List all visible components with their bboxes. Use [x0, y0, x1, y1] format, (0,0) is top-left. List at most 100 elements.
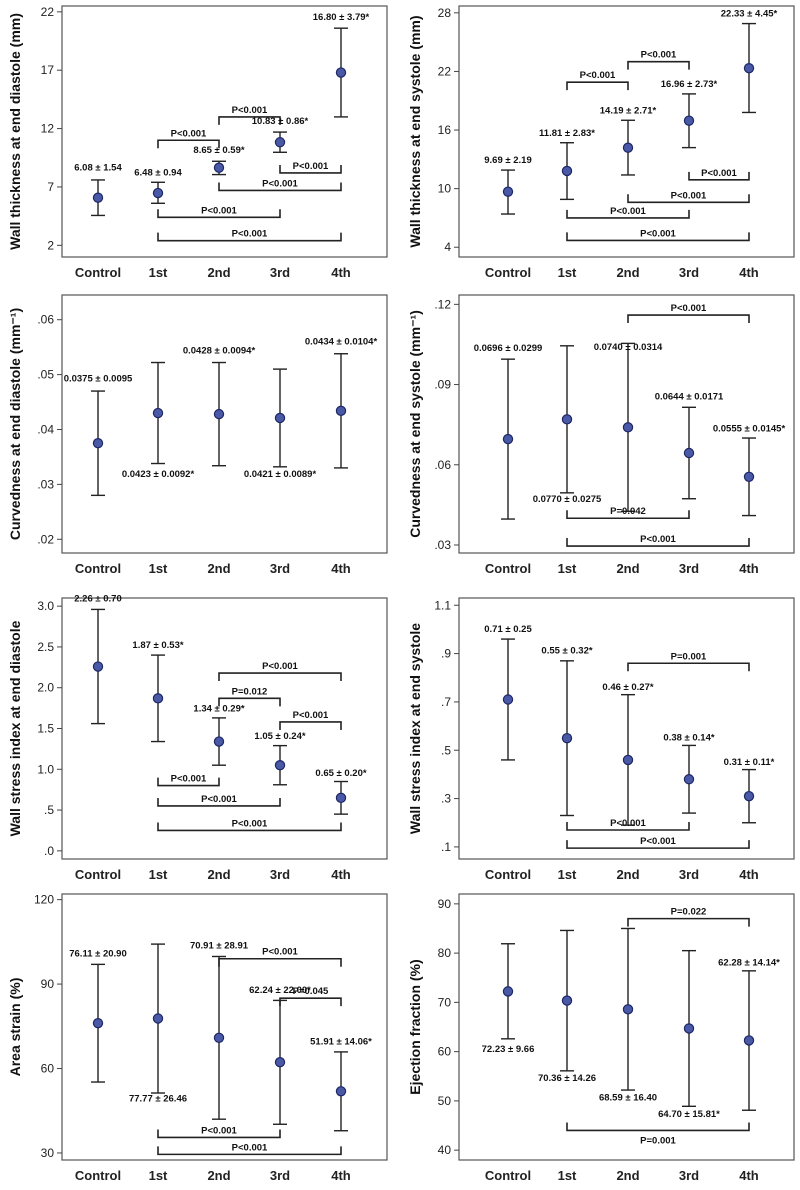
x-tick-label: Control [75, 561, 121, 576]
plot-area [61, 893, 388, 1161]
mean-sd-label: 0.0696 ± 0.0299 [474, 343, 543, 354]
mean-marker [152, 407, 164, 419]
x-tick-label: 1st [149, 265, 168, 280]
mean-marker [92, 661, 104, 672]
significance-bracket [157, 1146, 342, 1156]
significance-bracket [688, 171, 750, 181]
y-tick-label: 4 [444, 240, 451, 254]
p-value-label: P<0.001 [640, 836, 676, 847]
mean-sd-label: 64.70 ± 15.81* [658, 1109, 720, 1120]
significance-bracket [218, 116, 281, 125]
y-tick-label: .06 [37, 313, 54, 327]
mean-sd-label: 76.11 ± 20.90 [69, 948, 127, 959]
mean-marker [622, 142, 634, 153]
y-tick-label: 70 [438, 995, 452, 1009]
x-tick-label: 1st [558, 867, 577, 882]
x-tick-label: 2nd [616, 1168, 639, 1183]
plot-area [61, 597, 388, 860]
mean-sd-label: 0.0740 ± 0.0314 [594, 342, 663, 353]
mean-marker [743, 790, 755, 802]
mean-marker [213, 1032, 225, 1044]
significance-bracket [279, 721, 342, 730]
mean-sd-label: 0.0423 ± 0.0092* [122, 469, 195, 480]
significance-bracket [627, 194, 750, 204]
mean-sd-label: 0.46 ± 0.27* [602, 682, 653, 693]
plot-area [61, 5, 388, 258]
significance-bracket [566, 232, 750, 242]
p-value-label: P<0.001 [232, 818, 268, 829]
mean-sd-label: 9.69 ± 2.19 [484, 155, 531, 166]
x-tick-label: 1st [149, 561, 168, 576]
chart-panel-3: .02 .03 .04 .05 .06 Control 1st 2nd 3rd 4th Curved… [7, 294, 388, 576]
y-tick-label: .3 [441, 792, 451, 806]
mean-sd-label: 22.33 ± 4.45* [721, 9, 778, 20]
y-tick-label: 2.0 [37, 681, 54, 695]
significance-bracket [279, 164, 342, 174]
mean-marker [213, 408, 225, 420]
p-value-label: P<0.001 [232, 229, 268, 240]
mean-marker [743, 1035, 755, 1046]
significance-bracket [627, 662, 750, 672]
y-tick-label: 22 [41, 5, 55, 19]
p-value-label: P=0.042 [610, 506, 646, 517]
y-tick-label: .5 [441, 743, 451, 757]
significance-bracket [566, 840, 750, 849]
mean-sd-label: 70.36 ± 14.26 [538, 1073, 596, 1084]
mean-sd-label: 0.65 ± 0.20* [315, 768, 366, 779]
significance-bracket [218, 182, 342, 192]
mean-marker [213, 736, 225, 747]
x-tick-label: Control [485, 1168, 531, 1183]
mean-marker [274, 760, 286, 771]
mean-marker [502, 186, 514, 197]
mean-sd-label: 0.0434 ± 0.0104* [305, 336, 378, 347]
y-axis-title: Wall thickness at end systole (mm) [407, 15, 423, 247]
mean-marker [622, 754, 634, 766]
x-tick-label: 4th [331, 265, 351, 280]
y-tick-label: 1.1 [434, 598, 451, 612]
y-tick-label: .1 [441, 840, 451, 854]
mean-sd-label: 72.23 ± 9.66 [482, 1044, 535, 1055]
significance-bracket [218, 672, 342, 682]
mean-marker [743, 471, 755, 483]
x-tick-label: 4th [739, 265, 759, 280]
y-tick-label: .5 [44, 803, 54, 817]
mean-marker [743, 63, 755, 74]
mean-marker [561, 732, 573, 744]
plot-area [458, 5, 795, 258]
x-tick-label: 4th [331, 561, 351, 576]
x-tick-label: Control [485, 561, 531, 576]
mean-sd-label: 1.34 ± 0.29* [193, 703, 244, 714]
x-tick-label: 2nd [207, 561, 230, 576]
chart-panel-7: 30 60 90 120 Control 1st 2nd 3rd 4th Area strain … [7, 893, 388, 1183]
x-tick-label: 3rd [679, 1168, 699, 1183]
mean-sd-label: 0.55 ± 0.32* [541, 646, 592, 657]
mean-marker [561, 414, 573, 425]
x-tick-label: 2nd [616, 561, 639, 576]
y-axis-title: Wall stress index at end diastole [7, 620, 23, 836]
p-value-label: P=0.012 [232, 686, 268, 697]
x-tick-label: 4th [739, 867, 759, 882]
mean-sd-label: 77.77 ± 26.46 [129, 1093, 187, 1104]
p-value-label: P=0.001 [640, 1135, 676, 1146]
mean-sd-label: 70.91 ± 28.91 [190, 941, 249, 952]
mean-sd-label: 0.38 ± 0.14* [663, 733, 714, 744]
y-tick-label: .06 [434, 458, 451, 472]
mean-marker [335, 1086, 347, 1097]
mean-marker [561, 165, 573, 177]
significance-bracket [627, 60, 690, 70]
mean-marker [502, 694, 514, 705]
significance-bracket [157, 139, 220, 149]
mean-marker [622, 422, 634, 433]
p-value-label: P<0.001 [640, 534, 676, 545]
significance-bracket [157, 797, 281, 807]
mean-marker [683, 115, 695, 126]
mean-sd-label: 0.0770 ± 0.0275 [533, 494, 602, 505]
y-tick-label: .04 [37, 422, 54, 436]
y-tick-label: .12 [434, 297, 451, 311]
p-value-label: P<0.001 [610, 818, 646, 829]
y-tick-label: 22 [438, 64, 452, 78]
y-tick-label: .09 [434, 378, 451, 392]
significance-bracket [566, 209, 690, 219]
mean-sd-label: 51.91 ± 14.06* [310, 1037, 372, 1048]
x-tick-label: 2nd [207, 1168, 230, 1183]
